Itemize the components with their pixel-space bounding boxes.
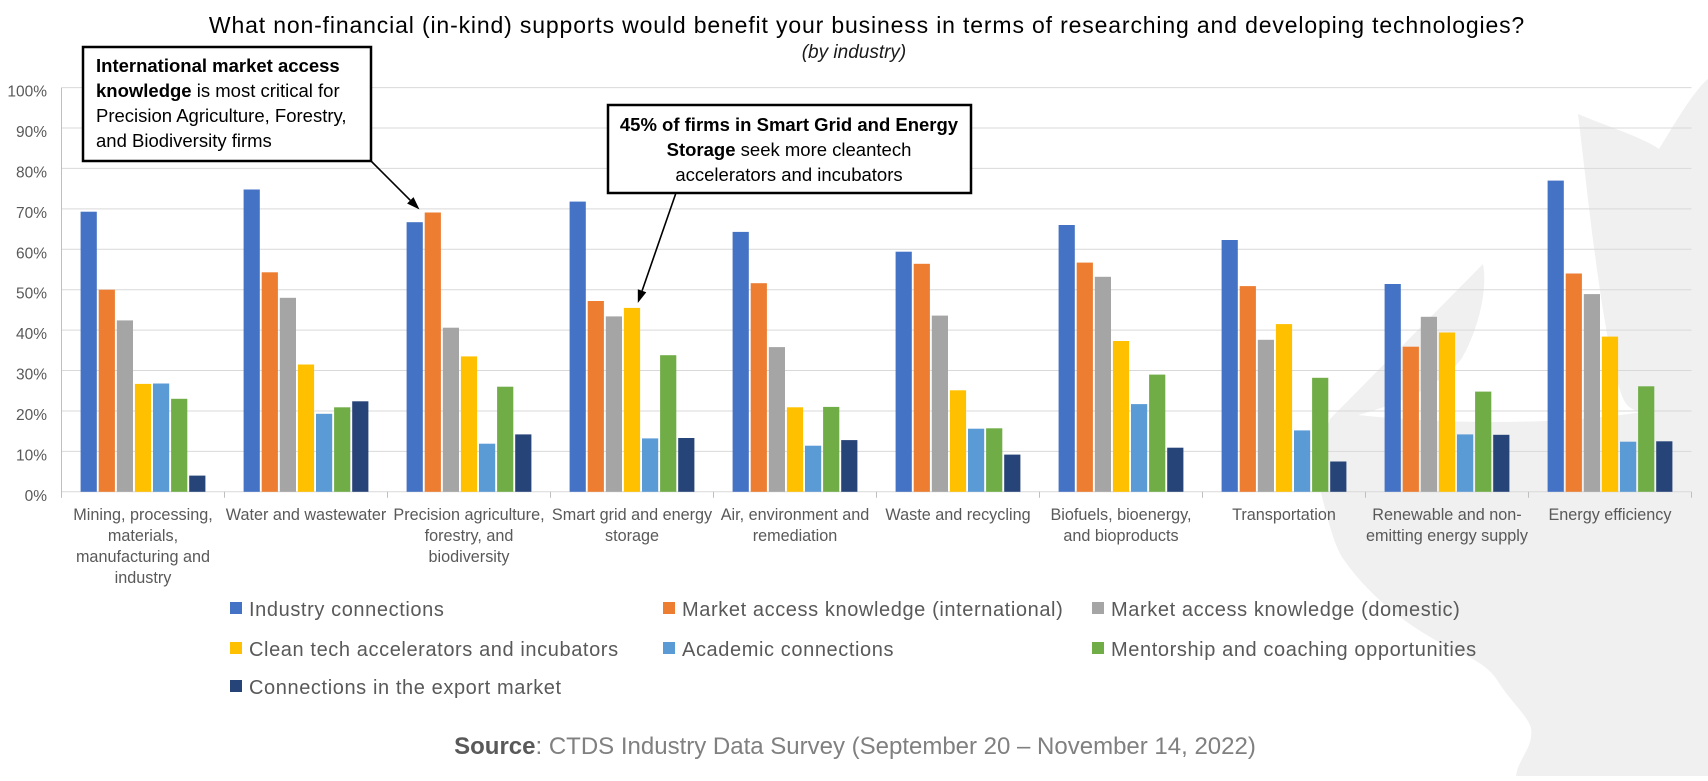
svg-text:biodiversity: biodiversity [429,548,511,566]
svg-text:Clean tech accelerators and in: Clean tech accelerators and incubators [249,639,619,661]
svg-text:100%: 100% [7,84,47,101]
svg-text:forestry, and: forestry, and [425,527,514,545]
svg-text:Mining, processing,: Mining, processing, [73,506,212,524]
svg-text:Energy efficiency: Energy efficiency [1549,506,1673,524]
svg-text:industry: industry [115,569,173,587]
svg-text:Source: CTDS Industry Data Sur: Source: CTDS Industry Data Survey (Septe… [454,733,1256,760]
svg-text:International market access: International market access [96,55,340,76]
svg-text:Connections in the export mark: Connections in the export market [249,677,562,699]
svg-text:(by industry): (by industry) [802,42,907,63]
svg-text:45% of firms in Smart Grid and: 45% of firms in Smart Grid and Energy [620,114,959,135]
svg-text:manufacturing and: manufacturing and [76,548,210,566]
svg-text:70%: 70% [16,205,47,222]
svg-text:Precision agriculture,: Precision agriculture, [393,506,544,524]
svg-text:Waste and recycling: Waste and recycling [885,506,1030,524]
svg-text:Transportation: Transportation [1232,506,1336,524]
svg-text:Smart grid and energy: Smart grid and energy [552,506,713,524]
svg-text:storage: storage [605,527,659,545]
svg-text:60%: 60% [16,245,47,262]
svg-text:Storage seek more cleantech: Storage seek more cleantech [667,139,912,160]
svg-text:Precision Agriculture, Forestr: Precision Agriculture, Forestry, [96,105,347,126]
svg-text:Academic connections: Academic connections [682,639,894,661]
svg-text:Air, environment and: Air, environment and [721,506,869,524]
svg-text:and Biodiversity firms: and Biodiversity firms [96,130,272,151]
svg-text:Market access knowledge (domes: Market access knowledge (domestic) [1111,599,1460,621]
svg-text:and bioproducts: and bioproducts [1063,527,1178,545]
svg-text:Biofuels, bioenergy,: Biofuels, bioenergy, [1051,506,1192,524]
svg-text:0%: 0% [25,488,48,505]
svg-text:10%: 10% [16,447,47,464]
svg-text:Mentorship and coaching opport: Mentorship and coaching opportunities [1111,639,1477,661]
svg-text:remediation: remediation [753,527,838,545]
svg-text:80%: 80% [16,164,47,181]
svg-text:20%: 20% [16,407,47,424]
svg-text:emitting energy supply: emitting energy supply [1366,527,1529,545]
svg-text:Industry connections: Industry connections [249,599,444,621]
svg-text:90%: 90% [16,124,47,141]
svg-text:knowledge is most critical for: knowledge is most critical for [96,80,340,101]
svg-text:Water and wastewater: Water and wastewater [226,506,387,524]
svg-text:What non-financial (in-kind) s: What non-financial (in-kind) supports wo… [209,12,1525,38]
svg-text:50%: 50% [16,286,47,303]
svg-text:40%: 40% [16,326,47,343]
svg-text:Renewable and non-: Renewable and non- [1372,506,1521,524]
svg-text:Market access knowledge (inter: Market access knowledge (international) [682,599,1063,621]
svg-text:accelerators and incubators: accelerators and incubators [675,164,902,185]
svg-text:30%: 30% [16,367,47,384]
svg-text:materials,: materials, [108,527,178,545]
